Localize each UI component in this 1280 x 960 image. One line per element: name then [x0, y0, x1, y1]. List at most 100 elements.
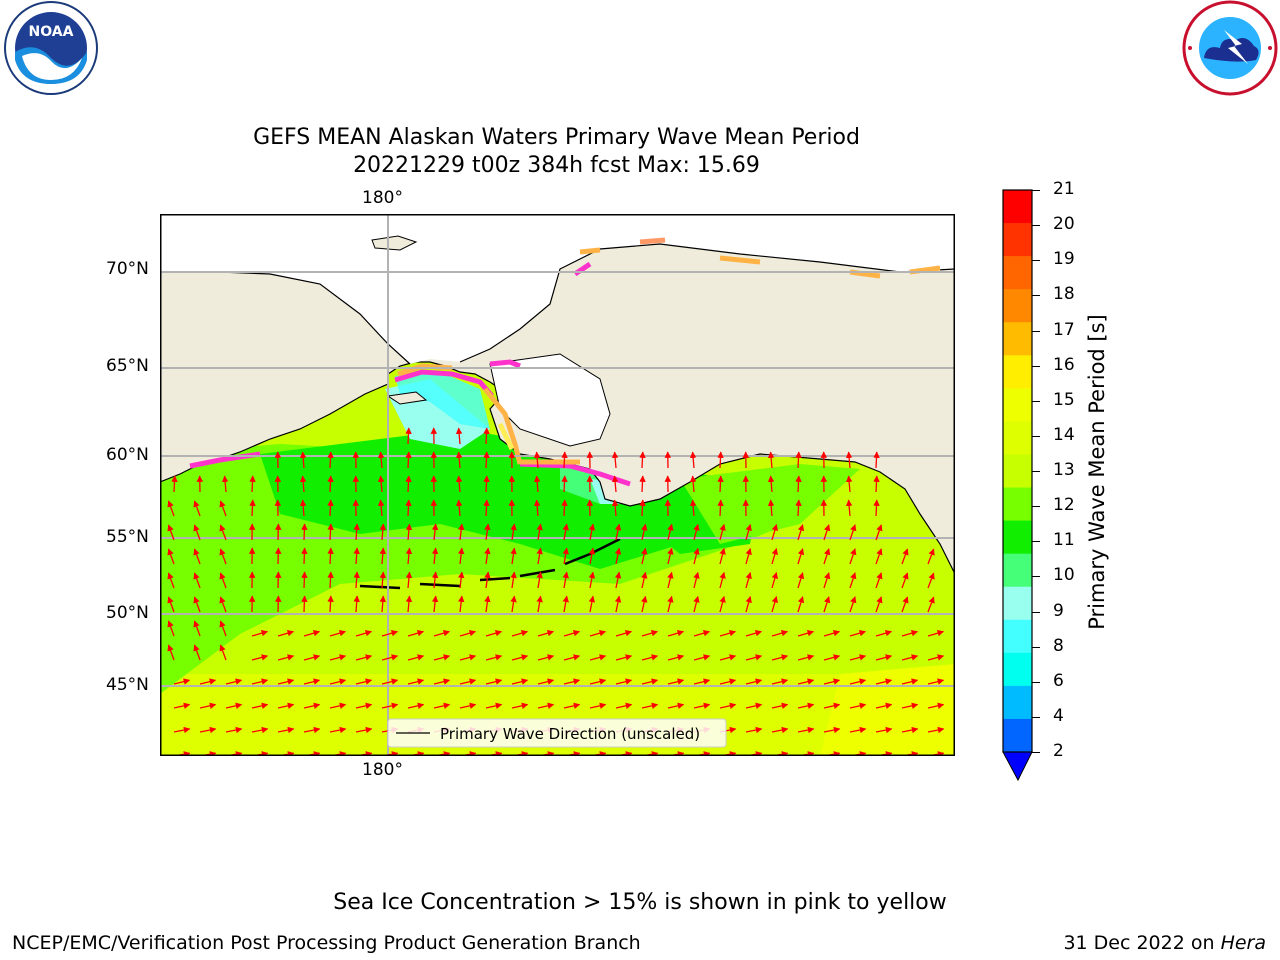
wave-arrow — [771, 523, 778, 541]
wave-arrow — [193, 572, 201, 589]
colorbar-segment — [1003, 223, 1032, 257]
wave-arrow — [329, 702, 347, 709]
wave-arrow — [693, 630, 711, 637]
field-8s-norton — [395, 372, 490, 429]
colorbar-segment — [1003, 652, 1032, 687]
wave-arrow — [614, 571, 622, 589]
wave-arrow — [433, 702, 451, 709]
lat-label-65: 65°N — [106, 356, 149, 376]
colorbar-segment — [1003, 685, 1032, 720]
colorbar-segment — [1003, 520, 1032, 555]
wave-arrow — [873, 475, 880, 493]
wave-arrow — [485, 702, 503, 709]
wave-arrow — [431, 547, 439, 565]
wave-arrow — [379, 595, 387, 613]
map-title: GEFS MEAN Alaskan Waters Primary Wave Me… — [0, 124, 1113, 180]
wave-arrow — [171, 475, 178, 493]
wave-arrow — [823, 630, 841, 637]
wave-arrow — [277, 654, 295, 661]
wave-arrow — [667, 571, 674, 589]
wave-arrow — [167, 524, 175, 541]
wave-arrow — [563, 678, 581, 685]
colorbar-segment — [1003, 553, 1032, 588]
colorbar-tick-mark — [1032, 260, 1040, 262]
wave-arrow — [484, 547, 491, 565]
wave-arrow — [745, 678, 763, 685]
wave-arrow — [561, 499, 568, 517]
wave-arrow — [615, 630, 633, 637]
wave-arrow — [797, 548, 805, 565]
wave-arrow — [875, 654, 893, 661]
wave-arrow — [719, 523, 726, 541]
colorbar-tick-mark — [1032, 681, 1040, 683]
wave-arrow — [823, 548, 831, 565]
wave-arrow — [719, 630, 737, 637]
wave-arrow — [767, 451, 775, 469]
wave-arrow — [193, 500, 201, 517]
wave-arrow — [407, 702, 425, 709]
wave-arrow — [693, 571, 700, 589]
wave-arrow — [219, 572, 227, 589]
wave-arrow — [405, 523, 413, 541]
wave-arrow — [303, 654, 321, 661]
wave-arrow — [875, 524, 883, 541]
wave-arrow — [167, 572, 175, 589]
colorbar-tick-mark — [1032, 330, 1040, 332]
colorbar-segment — [1003, 355, 1032, 389]
wave-arrow — [377, 475, 385, 493]
wave-arrow — [771, 726, 789, 734]
wave-arrow — [589, 630, 607, 637]
wave-arrow — [875, 726, 893, 734]
wave-arrow — [745, 595, 752, 613]
noaa-logo: NOAA — [0, 0, 104, 100]
wave-arrow — [533, 475, 541, 493]
wave-arrow — [173, 702, 191, 709]
wave-arrow — [823, 524, 831, 541]
colorbar-tick-label: 9 — [1053, 600, 1064, 621]
wave-arrow — [849, 654, 867, 661]
wave-arrow — [589, 702, 607, 709]
wave-arrow — [561, 451, 568, 469]
st-lawrence-island — [386, 391, 428, 405]
wave-arrow — [405, 451, 412, 469]
wave-arrow — [221, 475, 229, 493]
wave-arrow — [353, 595, 360, 613]
wave-arrow — [536, 523, 543, 541]
colorbar-tick-mark — [1032, 295, 1040, 297]
wave-arrow — [927, 572, 935, 589]
wave-arrow — [225, 726, 243, 734]
wave-arrow — [767, 475, 775, 493]
wave-arrow — [615, 702, 633, 709]
wave-arrow — [353, 547, 360, 565]
wave-arrow — [795, 499, 802, 517]
colorbar-tick-mark — [1032, 506, 1040, 508]
wave-arrow — [455, 427, 463, 445]
lat-label-45: 45°N — [106, 675, 149, 695]
wave-arrow — [405, 427, 412, 445]
colorbar-tick-label: 6 — [1053, 670, 1064, 691]
wave-arrow — [327, 451, 334, 469]
title-line-2: 20221229 t00z 384h fcst Max: 15.69 — [353, 153, 760, 178]
wave-arrow — [433, 678, 451, 685]
wave-arrow — [510, 595, 517, 613]
wave-arrow — [849, 678, 867, 685]
footer-left: NCEP/EMC/Verification Post Processing Pr… — [12, 932, 641, 954]
map-legend: Primary Wave Direction (unscaled) — [387, 718, 727, 748]
wave-arrow — [589, 654, 607, 661]
wave-arrow — [299, 499, 307, 517]
title-line-1: GEFS MEAN Alaskan Waters Primary Wave Me… — [253, 125, 860, 150]
wave-arrow — [667, 595, 674, 613]
colorbar-tick-mark — [1032, 752, 1040, 753]
wave-arrow — [797, 630, 815, 637]
wave-arrow — [797, 726, 815, 734]
wave-arrow — [167, 620, 175, 637]
colorbar-segment — [1003, 586, 1032, 621]
wave-arrow — [562, 523, 569, 541]
wave-arrow — [303, 702, 321, 709]
colorbar-tick-label: 15 — [1053, 389, 1075, 410]
wave-arrow — [667, 630, 685, 637]
wave-arrow — [641, 523, 648, 541]
colorbar-tick-label: 2 — [1053, 741, 1064, 761]
wave-arrow — [431, 523, 439, 541]
wave-arrow — [771, 595, 778, 613]
